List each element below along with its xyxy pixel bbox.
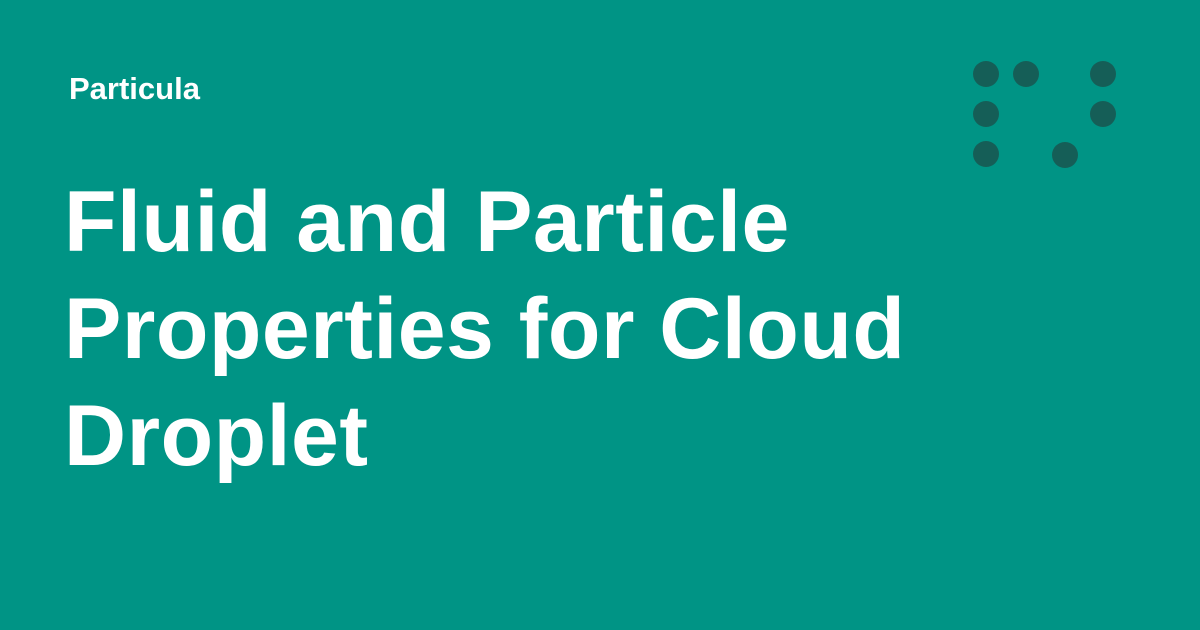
logo-dot <box>973 61 999 87</box>
logo-dot <box>1090 61 1116 87</box>
site-name: Particula <box>69 71 200 106</box>
dot-grid-logo-icon <box>973 61 1116 168</box>
logo-dot <box>973 101 999 127</box>
logo-dot <box>973 141 999 167</box>
logo-dot <box>1090 101 1116 127</box>
logo-dot <box>1052 142 1078 168</box>
logo-dot <box>1013 61 1039 87</box>
page-title: Fluid and Particle Properties for Cloud … <box>64 174 906 484</box>
